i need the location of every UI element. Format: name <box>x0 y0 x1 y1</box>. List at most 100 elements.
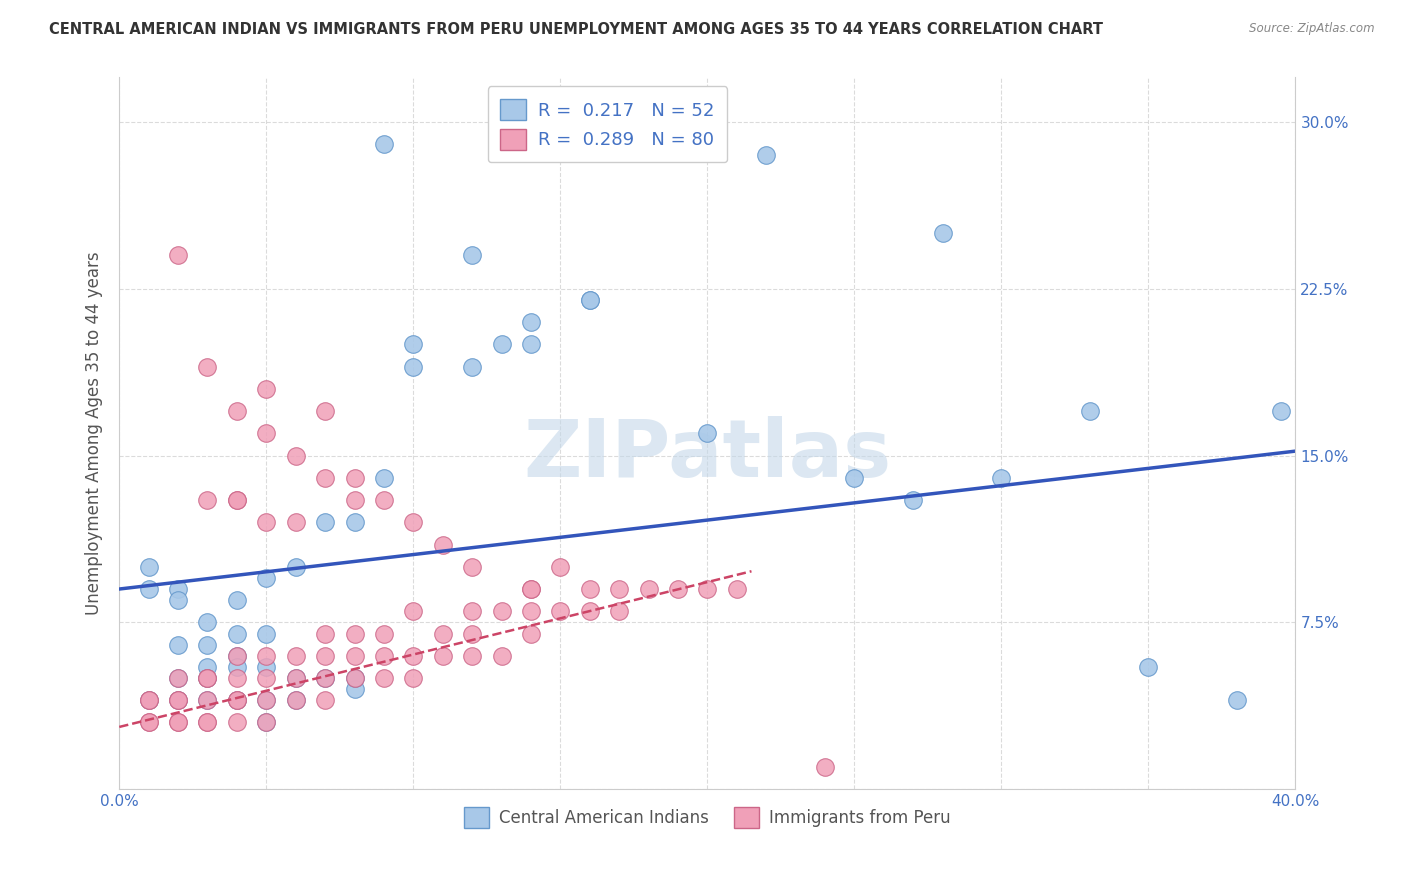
Point <box>461 604 484 618</box>
Point <box>491 648 513 663</box>
Point <box>343 682 366 697</box>
Point <box>755 148 778 162</box>
Point <box>520 626 543 640</box>
Point <box>254 426 277 441</box>
Point <box>637 582 659 596</box>
Point <box>373 493 395 508</box>
Point <box>402 516 425 530</box>
Point <box>254 648 277 663</box>
Point <box>167 248 190 262</box>
Point <box>520 582 543 596</box>
Point <box>461 359 484 374</box>
Point <box>343 671 366 685</box>
Point <box>284 693 307 707</box>
Point <box>520 315 543 329</box>
Point <box>138 715 160 730</box>
Point <box>254 715 277 730</box>
Point <box>225 693 247 707</box>
Point <box>520 604 543 618</box>
Point <box>138 693 160 707</box>
Point <box>520 337 543 351</box>
Point <box>167 593 190 607</box>
Point <box>284 648 307 663</box>
Point <box>373 648 395 663</box>
Point <box>167 715 190 730</box>
Point <box>225 626 247 640</box>
Point <box>138 693 160 707</box>
Point <box>225 693 247 707</box>
Point <box>461 248 484 262</box>
Point <box>225 648 247 663</box>
Point <box>284 559 307 574</box>
Point <box>197 715 219 730</box>
Point <box>402 359 425 374</box>
Point <box>578 582 600 596</box>
Point <box>225 715 247 730</box>
Point <box>254 516 277 530</box>
Point <box>197 715 219 730</box>
Point <box>138 715 160 730</box>
Point <box>197 693 219 707</box>
Point <box>225 693 247 707</box>
Point <box>432 626 454 640</box>
Point <box>254 660 277 674</box>
Point <box>903 493 925 508</box>
Point <box>931 226 953 240</box>
Point <box>343 493 366 508</box>
Point <box>314 671 336 685</box>
Point <box>666 582 689 596</box>
Point <box>167 671 190 685</box>
Point <box>254 571 277 585</box>
Point <box>461 648 484 663</box>
Point <box>461 559 484 574</box>
Point <box>550 604 572 618</box>
Point <box>167 638 190 652</box>
Point <box>343 671 366 685</box>
Point <box>402 648 425 663</box>
Point <box>197 638 219 652</box>
Point <box>373 137 395 152</box>
Point <box>225 493 247 508</box>
Point <box>402 337 425 351</box>
Point <box>197 660 219 674</box>
Point <box>284 671 307 685</box>
Point <box>225 593 247 607</box>
Point <box>491 337 513 351</box>
Point <box>1078 404 1101 418</box>
Point <box>167 671 190 685</box>
Point <box>725 582 748 596</box>
Point <box>254 715 277 730</box>
Point <box>225 404 247 418</box>
Point <box>314 404 336 418</box>
Point <box>167 582 190 596</box>
Point <box>314 471 336 485</box>
Point <box>167 693 190 707</box>
Point <box>373 471 395 485</box>
Point <box>254 693 277 707</box>
Point <box>578 604 600 618</box>
Point <box>284 693 307 707</box>
Point <box>432 648 454 663</box>
Point <box>197 615 219 630</box>
Point <box>491 604 513 618</box>
Point <box>254 671 277 685</box>
Text: CENTRAL AMERICAN INDIAN VS IMMIGRANTS FROM PERU UNEMPLOYMENT AMONG AGES 35 TO 44: CENTRAL AMERICAN INDIAN VS IMMIGRANTS FR… <box>49 22 1104 37</box>
Point <box>254 693 277 707</box>
Point <box>402 671 425 685</box>
Point <box>343 626 366 640</box>
Point <box>461 626 484 640</box>
Point <box>138 559 160 574</box>
Point <box>373 671 395 685</box>
Point <box>254 626 277 640</box>
Point <box>1137 660 1160 674</box>
Point <box>314 671 336 685</box>
Point <box>607 582 630 596</box>
Point <box>314 516 336 530</box>
Point <box>138 693 160 707</box>
Point <box>696 582 718 596</box>
Point <box>225 671 247 685</box>
Point <box>197 671 219 685</box>
Point <box>197 671 219 685</box>
Point <box>197 671 219 685</box>
Point <box>990 471 1012 485</box>
